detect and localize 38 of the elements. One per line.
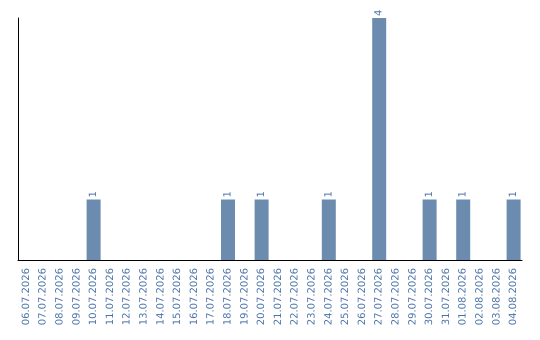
x-tick-label: 23.07.2026 — [306, 268, 318, 326]
x-tick-label: 10.07.2026 — [88, 268, 100, 326]
x-tick-label: 06.07.2026 — [20, 268, 32, 326]
x-tick-label: 22.07.2026 — [290, 268, 301, 326]
data-label: 1 — [508, 191, 520, 198]
x-tick-label: 19.07.2026 — [239, 268, 250, 326]
x-tick-label: 30.07.2026 — [424, 268, 436, 326]
x-tick-label: 20.07.2026 — [256, 268, 268, 326]
x-tick-label: 11.07.2026 — [104, 268, 116, 326]
x-tick-label: 28.07.2026 — [390, 268, 402, 326]
x-tick-label: 13.07.2026 — [138, 268, 150, 326]
x-tick-label: 03.08.2026 — [491, 268, 502, 326]
x-tick-label: 21.07.2026 — [272, 268, 284, 326]
data-label: 1 — [256, 191, 268, 198]
x-tick-label: 18.07.2026 — [222, 268, 234, 326]
x-tick-label: 25.07.2026 — [340, 268, 352, 326]
x-tick-label: 09.07.2026 — [71, 268, 82, 326]
x-tick-label: 07.07.2026 — [38, 268, 49, 326]
x-tick-label: 08.07.2026 — [54, 268, 66, 326]
x-tick-label: 01.08.2026 — [458, 268, 469, 326]
x-tick-label: 15.07.2026 — [172, 268, 184, 326]
data-label: 1 — [222, 191, 234, 198]
x-tick-label: 26.07.2026 — [356, 268, 368, 326]
x-tick-label: 12.07.2026 — [122, 268, 133, 326]
data-label: 4 — [374, 10, 385, 16]
x-tick-label: 02.08.2026 — [474, 268, 486, 326]
data-label: 1 — [323, 191, 334, 198]
data-label: 1 — [424, 191, 436, 198]
x-tick-label: 31.07.2026 — [440, 268, 452, 326]
data-label: 1 — [88, 191, 100, 198]
x-tick-label: 16.07.2026 — [188, 268, 200, 326]
data-label: 1 — [458, 191, 469, 198]
x-tick-label: 04.08.2026 — [508, 268, 520, 326]
x-tick-label: 14.07.2026 — [155, 268, 166, 326]
x-tick-label: 17.07.2026 — [206, 268, 217, 326]
x-tick-label: 27.07.2026 — [374, 268, 385, 326]
x-tick-label: 24.07.2026 — [323, 268, 334, 326]
x-tick-label: 29.07.2026 — [407, 268, 418, 326]
